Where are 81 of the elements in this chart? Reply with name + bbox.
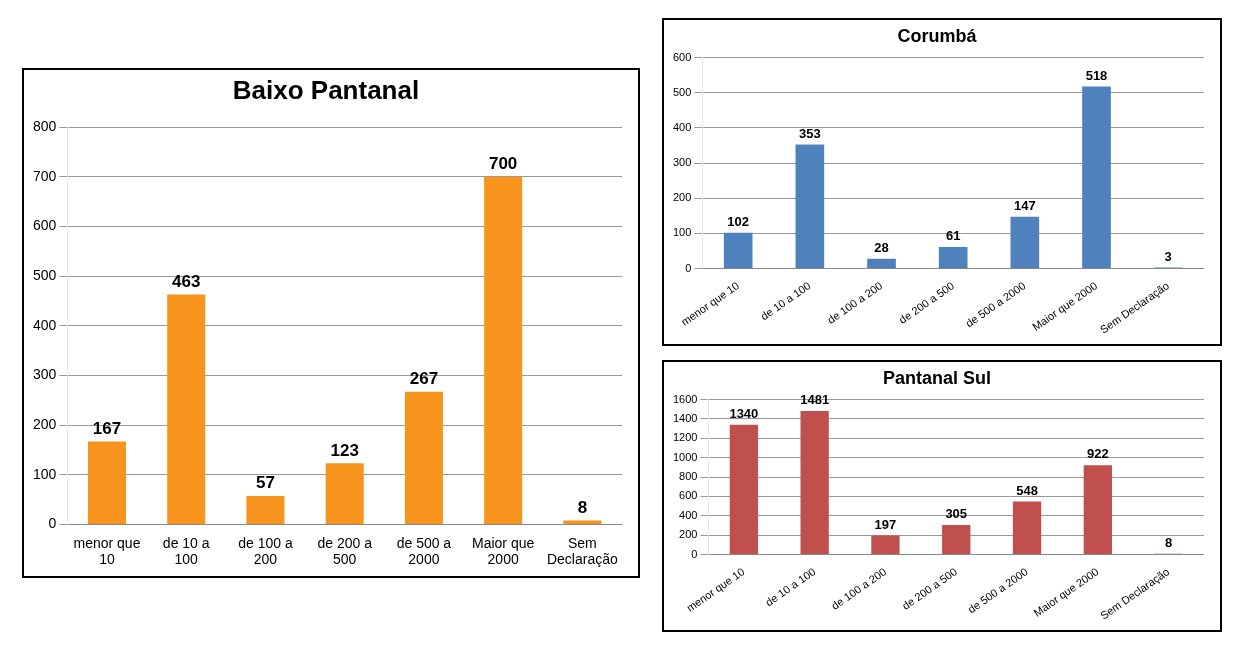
y-tick-label: 600 [672, 50, 692, 63]
bar [87, 441, 126, 524]
bar [729, 424, 759, 555]
data-label: 1340 [729, 405, 759, 421]
data-label: 61 [945, 228, 961, 244]
x-tick-label: de 500 a 2000 [396, 534, 452, 568]
y-tick-label: 400 [672, 120, 692, 133]
bar [1083, 465, 1112, 555]
y-tick-label: 200 [679, 528, 698, 541]
x-tick-label: de 200 a 500 [896, 279, 957, 326]
y-tick-label: 300 [672, 156, 692, 169]
data-label: 305 [945, 506, 968, 522]
y-tick-label: 1000 [672, 450, 698, 463]
bar [484, 176, 523, 524]
bar [325, 463, 364, 524]
data-label: 700 [488, 154, 518, 174]
bar [1010, 216, 1040, 269]
data-label: 102 [727, 213, 750, 229]
x-tick-label: de 100 a 200 [824, 279, 885, 326]
y-tick-label: 800 [679, 470, 698, 483]
bar [800, 411, 829, 555]
chart-title: Pantanal Sul [882, 367, 992, 388]
bar [938, 247, 968, 269]
y-tick-label: 1400 [672, 412, 698, 424]
bar [1012, 501, 1042, 555]
bar [723, 232, 753, 269]
y-tick-label: 800 [33, 118, 57, 135]
y-tick-label: 1600 [672, 392, 698, 405]
y-tick-label: 100 [33, 465, 57, 482]
bar [404, 391, 443, 524]
x-tick-label: de 10 a 100 [758, 279, 813, 323]
bar [795, 144, 825, 269]
data-label: 8 [577, 497, 588, 517]
x-tick-label: de 10 a 100 [162, 534, 210, 568]
data-label: 57 [255, 473, 275, 493]
x-tick-label: de 100 a 200 [238, 534, 293, 568]
y-tick-label: 600 [679, 489, 698, 502]
chart-title: Corumbá [897, 25, 978, 46]
x-tick-label: menor que 10 [73, 534, 141, 568]
bar [871, 535, 900, 555]
chart-title: Baixo Pantanal [232, 74, 420, 105]
data-label: 167 [92, 418, 122, 438]
bar [867, 258, 896, 269]
y-tick-label: 700 [33, 167, 57, 184]
data-label: 8 [1164, 534, 1173, 550]
data-label: 28 [874, 239, 889, 255]
y-tick-label: 200 [672, 191, 692, 204]
data-label: 463 [172, 271, 201, 291]
data-label: 267 [409, 369, 439, 389]
bar [942, 525, 971, 555]
x-tick-label: de 100 a 200 [828, 565, 889, 612]
y-tick-label: 600 [33, 217, 57, 234]
y-tick-label: 0 [685, 261, 692, 274]
y-tick-label: 0 [48, 515, 57, 532]
data-label: 197 [874, 516, 897, 532]
y-tick-label: 0 [691, 547, 698, 560]
data-label: 518 [1085, 67, 1108, 83]
y-tick-label: 300 [33, 366, 57, 383]
x-tick-label: de 200 a 500 [317, 534, 373, 568]
data-label: 353 [799, 125, 821, 141]
bar [1082, 86, 1111, 269]
data-label: 147 [1013, 197, 1036, 213]
bar [167, 294, 206, 524]
x-tick-label: Maior que 2000 [472, 534, 535, 568]
bar [563, 520, 602, 524]
data-label: 922 [1086, 446, 1109, 462]
data-label: 548 [1016, 482, 1038, 498]
bar [246, 496, 285, 524]
x-tick-label: Sem Declaração [546, 534, 618, 568]
y-tick-label: 400 [33, 316, 57, 333]
x-tick-label: de 200 a 500 [899, 565, 960, 612]
data-label: 1481 [800, 392, 830, 408]
y-tick-label: 500 [672, 85, 692, 98]
y-tick-label: 100 [672, 226, 692, 239]
y-tick-label: 500 [33, 267, 57, 284]
y-tick-label: 1200 [672, 431, 698, 444]
x-tick-label: de 10 a 100 [763, 565, 818, 609]
data-label: 3 [1164, 248, 1172, 264]
y-tick-label: 400 [679, 508, 698, 521]
y-tick-label: 200 [33, 415, 57, 432]
data-label: 123 [330, 440, 359, 460]
